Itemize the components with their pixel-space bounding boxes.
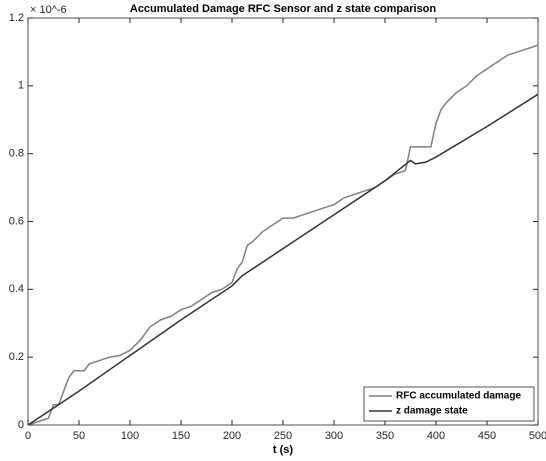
x-tick-label: 400 (427, 430, 445, 442)
y-tick-label: 0 (18, 419, 24, 431)
x-tick-label: 250 (274, 430, 292, 442)
data-line (27, 44, 539, 426)
legend-text: RFC accumulated damage (396, 391, 521, 402)
y-tick-label: 1 (18, 80, 24, 92)
chart-title: Accumulated Damage RFC Sensor and z stat… (130, 3, 437, 15)
x-tick-label: 500 (529, 430, 546, 442)
y-tick-label: 0.6 (9, 215, 24, 227)
x-tick-label: 450 (478, 430, 496, 442)
y-exponent-label: × 10^-6 (30, 4, 67, 16)
x-tick-label: 50 (73, 430, 85, 442)
x-tick-label: 300 (325, 430, 343, 442)
plot-area (27, 17, 539, 426)
y-tick-label: 1.2 (9, 12, 24, 24)
x-tick-label: 150 (172, 430, 190, 442)
x-tick-label: 350 (376, 430, 394, 442)
y-tick-label: 0.8 (9, 148, 24, 160)
y-tick-label: 0.4 (9, 283, 24, 295)
x-axis-label: t (s) (273, 444, 294, 456)
y-tick-label: 0.2 (9, 351, 24, 363)
x-tick-label: 200 (223, 430, 241, 442)
x-tick-label: 100 (121, 430, 139, 442)
legend-text: z damage state (396, 406, 468, 417)
data-line (27, 93, 539, 426)
legend-box (363, 386, 535, 422)
x-tick-label: 0 (25, 430, 31, 442)
